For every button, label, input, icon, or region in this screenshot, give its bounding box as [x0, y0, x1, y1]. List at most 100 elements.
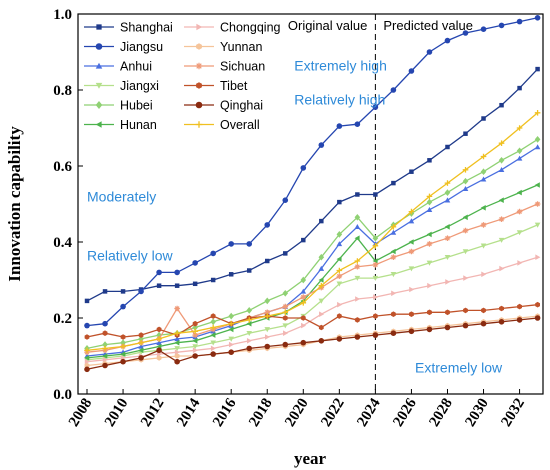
- data-point: [138, 339, 144, 346]
- data-point: [499, 265, 505, 272]
- data-point: [264, 297, 271, 305]
- data-point: [462, 227, 469, 234]
- data-point: [372, 243, 379, 249]
- series-jiangsu: [84, 14, 541, 329]
- legend-item-tibet: Tibet: [184, 79, 248, 93]
- data-point: [463, 131, 468, 136]
- data-point: [264, 309, 271, 316]
- series-shanghai: [84, 66, 540, 304]
- data-point: [463, 307, 468, 314]
- y-tick-label: 1.0: [53, 7, 72, 23]
- data-point: [264, 222, 271, 228]
- x-tick-label: 2018: [246, 396, 275, 430]
- data-point: [301, 322, 307, 329]
- data-point: [372, 234, 379, 242]
- legend-label: Chongqing: [220, 21, 281, 35]
- data-point: [102, 289, 108, 294]
- data-point: [192, 260, 198, 266]
- data-point: [372, 262, 379, 268]
- data-point: [156, 326, 162, 333]
- series-line: [86, 317, 538, 370]
- data-point: [445, 144, 450, 150]
- data-point: [517, 260, 523, 266]
- data-point: [318, 338, 325, 344]
- data-point: [516, 155, 523, 161]
- data-point: [210, 277, 216, 283]
- x-tick-label: 2020: [282, 396, 311, 430]
- data-point: [534, 222, 541, 228]
- data-point: [337, 199, 342, 205]
- data-point: [318, 324, 324, 331]
- data-point: [102, 320, 108, 327]
- data-point: [390, 330, 397, 337]
- data-point: [318, 265, 325, 271]
- data-point: [246, 345, 253, 352]
- data-point: [102, 330, 108, 336]
- data-point: [102, 345, 108, 352]
- x-tick-label: 2024: [354, 395, 384, 429]
- data-point: [156, 283, 162, 288]
- data-point: [355, 192, 360, 197]
- data-point: [282, 303, 289, 310]
- data-point: [498, 156, 505, 164]
- x-tick-label: 2032: [498, 396, 527, 430]
- data-point: [156, 355, 162, 361]
- series-line: [86, 304, 538, 338]
- x-tick-label: 2012: [138, 396, 167, 430]
- x-tick-label: 2030: [462, 396, 491, 430]
- y-axis-label: Innovation capability: [5, 126, 24, 282]
- legend-swatch-marker: [95, 62, 103, 69]
- original-value-label: Original value: [288, 18, 368, 33]
- data-point: [409, 311, 414, 317]
- data-point: [319, 311, 325, 317]
- series-qinghai: [84, 315, 541, 373]
- data-point: [391, 180, 396, 186]
- data-point: [498, 319, 505, 325]
- data-point: [444, 235, 451, 241]
- series-line: [86, 112, 539, 351]
- data-point: [480, 168, 487, 176]
- data-point: [427, 158, 432, 163]
- x-tick-label: 2028: [426, 396, 455, 430]
- data-point: [498, 167, 505, 173]
- data-point: [138, 288, 144, 295]
- data-point: [444, 224, 450, 230]
- x-tick-label: 2016: [210, 395, 240, 429]
- data-point: [408, 68, 415, 74]
- data-point: [498, 216, 505, 222]
- data-point: [535, 301, 540, 308]
- data-point: [535, 66, 540, 72]
- data-point: [534, 136, 541, 143]
- data-point: [462, 322, 469, 329]
- data-point: [282, 323, 289, 329]
- data-point: [210, 318, 216, 326]
- data-point: [444, 189, 451, 196]
- data-point: [246, 330, 253, 336]
- y-tick-label: 0.0: [53, 387, 72, 403]
- data-point: [480, 176, 487, 182]
- data-point: [300, 165, 307, 171]
- data-point: [372, 258, 378, 264]
- data-point: [84, 358, 90, 365]
- data-point: [354, 224, 361, 230]
- data-point: [120, 303, 126, 310]
- data-point: [336, 273, 343, 279]
- data-point: [427, 282, 433, 289]
- data-point: [516, 125, 523, 131]
- data-point: [498, 197, 504, 203]
- series-layer: [84, 14, 541, 373]
- data-point: [246, 241, 253, 247]
- legend-label: Overall: [220, 118, 260, 132]
- data-point: [408, 239, 414, 245]
- data-point: [498, 140, 505, 146]
- data-point: [318, 142, 325, 148]
- legend-item-hunan: Hunan: [84, 118, 157, 132]
- data-point: [192, 320, 198, 327]
- data-point: [300, 294, 307, 300]
- series-line: [86, 138, 538, 350]
- data-point: [336, 336, 343, 342]
- data-point: [462, 214, 468, 221]
- data-point: [336, 231, 343, 238]
- data-point: [408, 328, 415, 335]
- data-point: [408, 248, 415, 255]
